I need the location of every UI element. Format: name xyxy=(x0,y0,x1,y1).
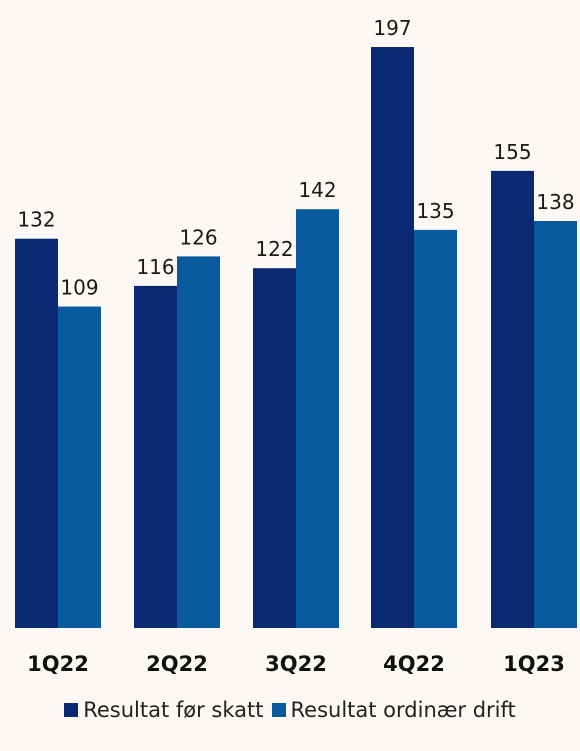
bar-3q22-series-2 xyxy=(296,209,339,628)
bar-2q22-series-1 xyxy=(134,285,177,628)
bar-4q22-series-2 xyxy=(414,229,457,629)
data-label-4q22-series-2: 135 xyxy=(416,199,454,223)
bar-3q22-series-1 xyxy=(253,268,296,628)
bar-4q22-series-1 xyxy=(371,47,414,628)
data-label-1q22-series-2: 109 xyxy=(60,276,98,300)
legend-swatch-series-2 xyxy=(271,703,286,717)
bar-1q22-series-2 xyxy=(58,306,101,628)
data-label-2q22-series-2: 126 xyxy=(179,225,217,249)
bar-1q23-series-2 xyxy=(534,221,577,629)
bar-1q23-series-1 xyxy=(491,170,534,628)
legend-item-series-1: Resultat før skatt xyxy=(64,698,264,722)
x-tick-label-4q22: 4Q22 xyxy=(383,652,445,676)
x-tick-label-1q22: 1Q22 xyxy=(27,652,89,676)
data-label-2q22-series-1: 116 xyxy=(136,255,174,279)
bar-1q22-series-1 xyxy=(15,238,58,628)
legend-item-series-2: Resultat ordinær drift xyxy=(271,698,516,722)
x-tick-label-2q22: 2Q22 xyxy=(146,652,208,676)
data-label-4q22-series-1: 197 xyxy=(373,16,411,40)
data-label-1q23-series-2: 138 xyxy=(536,190,574,214)
legend-label-series-2: Resultat ordinær drift xyxy=(290,698,516,722)
data-label-3q22-series-1: 122 xyxy=(255,237,293,261)
legend: Resultat før skatt Resultat ordinær drif… xyxy=(0,698,580,722)
x-tick-label-1q23: 1Q23 xyxy=(503,652,565,676)
x-tick-label-3q22: 3Q22 xyxy=(265,652,327,676)
data-label-1q23-series-1: 155 xyxy=(493,140,531,164)
legend-label-series-1: Resultat før skatt xyxy=(83,698,264,722)
bar-2q22-series-2 xyxy=(177,256,220,628)
data-label-1q22-series-1: 132 xyxy=(17,208,55,232)
legend-swatch-series-1 xyxy=(64,703,79,717)
data-label-3q22-series-2: 142 xyxy=(298,178,336,202)
